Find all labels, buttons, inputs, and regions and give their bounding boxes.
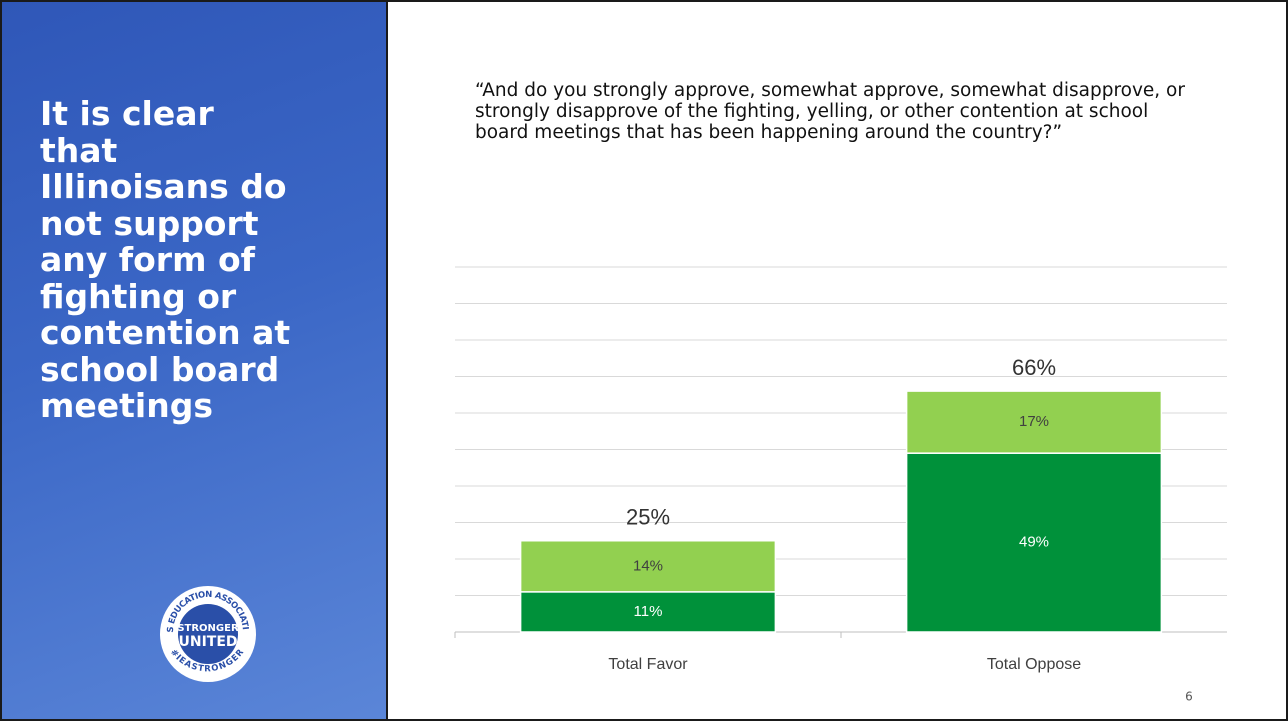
title-line: school board [40, 349, 280, 389]
total-label: 66% [1012, 355, 1056, 380]
value-label: 49% [1019, 534, 1049, 551]
logo-text: UNITED [178, 634, 237, 650]
value-label: 11% [634, 603, 663, 620]
bar-segment [519, 591, 777, 633]
title-line: that [40, 130, 118, 170]
question: “And do you strongly approve, somewhat a… [475, 80, 1185, 143]
total-label: 25% [626, 505, 670, 530]
bar-segment [519, 540, 777, 593]
slide-number: 6 [1185, 690, 1193, 704]
x-tick-label: Total Favor [608, 656, 688, 673]
side-panel: It is clear that Illinoisans do not support… [2, 2, 388, 719]
title-line: It is clear [40, 94, 214, 133]
bar-segment [905, 390, 1163, 454]
logo: ILLINOIS EDUCATION ASSOCIATION-NEA #IEAS… [2, 2, 256, 682]
logo-ring-text: ILLINOIS EDUCATION ASSOCIATION-NEA [2, 2, 250, 633]
title-line: fighting or [40, 276, 237, 316]
title-line: not support [40, 203, 259, 243]
title-line: Illinoisans do [40, 167, 287, 206]
x-tick-label: Total Oppose [987, 656, 1081, 673]
value-label: 17% [1019, 413, 1049, 430]
logo-ring-top: ILLINOIS EDUCATION ASSOCIATION-NEA [2, 2, 250, 633]
logo-text: STRONGER [177, 623, 239, 634]
value-label: 14% [633, 557, 663, 574]
bar-segment [905, 452, 1163, 633]
slide-title: It is clear that Illinoisans do not support… [40, 94, 291, 425]
title-line: contention at [40, 313, 291, 352]
logo-core [178, 604, 238, 664]
title-line: any form of [40, 240, 255, 279]
title-line: meetings [40, 386, 213, 425]
